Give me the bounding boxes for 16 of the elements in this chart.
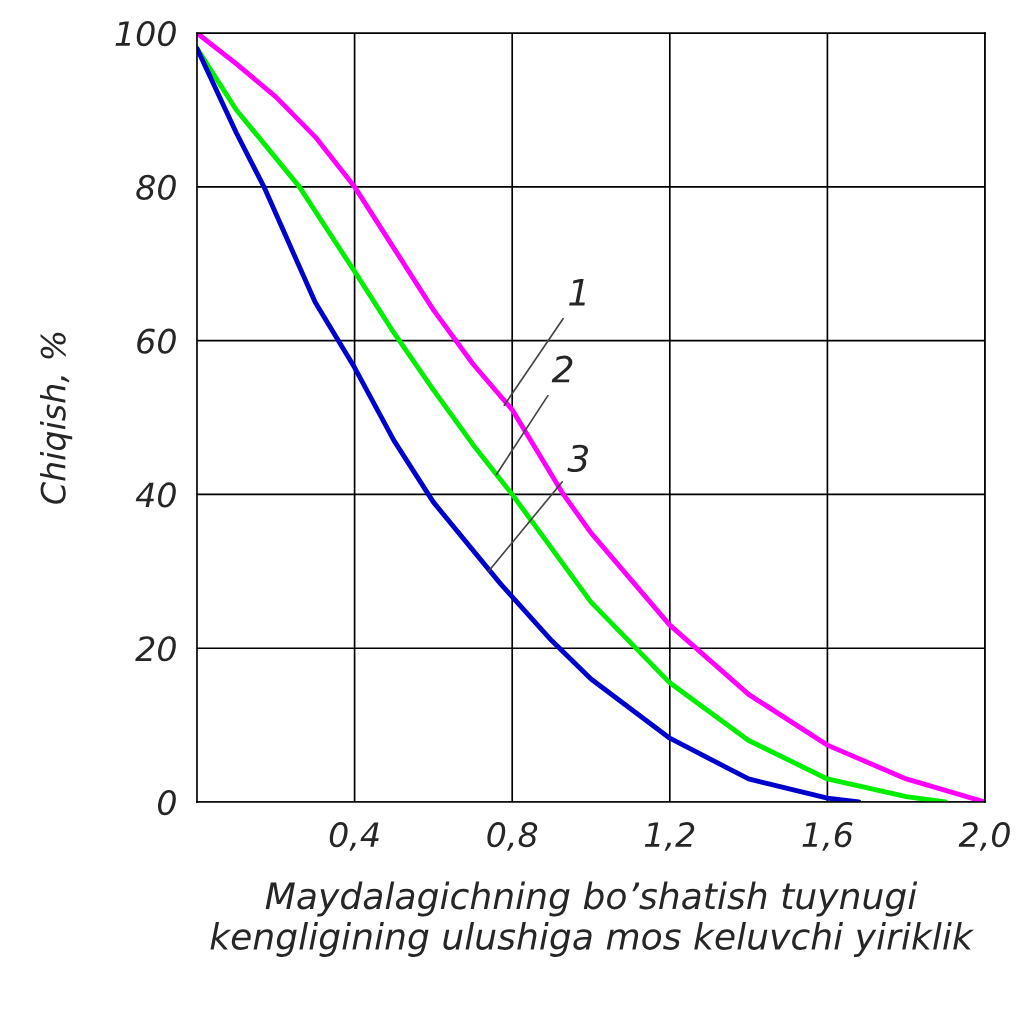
annotation: 2 xyxy=(551,355,573,383)
annotation: 3 xyxy=(567,444,588,473)
y-tick-label: 60 xyxy=(137,328,176,354)
x-tick-label: 0,8 xyxy=(487,822,538,851)
y-tick-label: 0 xyxy=(157,789,176,816)
annotation: 1 xyxy=(569,279,585,306)
x-tick-label: 1,2 xyxy=(644,822,695,851)
x-tick-label: 0,4 xyxy=(329,822,379,851)
y-tick-label: 100 xyxy=(115,20,176,47)
y-axis-title: Chiqish, % xyxy=(39,332,73,504)
y-tick-label: 80 xyxy=(136,174,176,200)
y-tick-label: 20 xyxy=(135,636,176,662)
x-axis-title: Maydalagichning bo’shatish tuynugi kengligining ulushiga mos keluvchi yiriklik xyxy=(210,881,975,957)
x-tick-label: 1,6 xyxy=(802,822,853,851)
y-tick-label: 40 xyxy=(135,482,176,508)
x-tick-label: 2,0 xyxy=(958,822,1010,851)
